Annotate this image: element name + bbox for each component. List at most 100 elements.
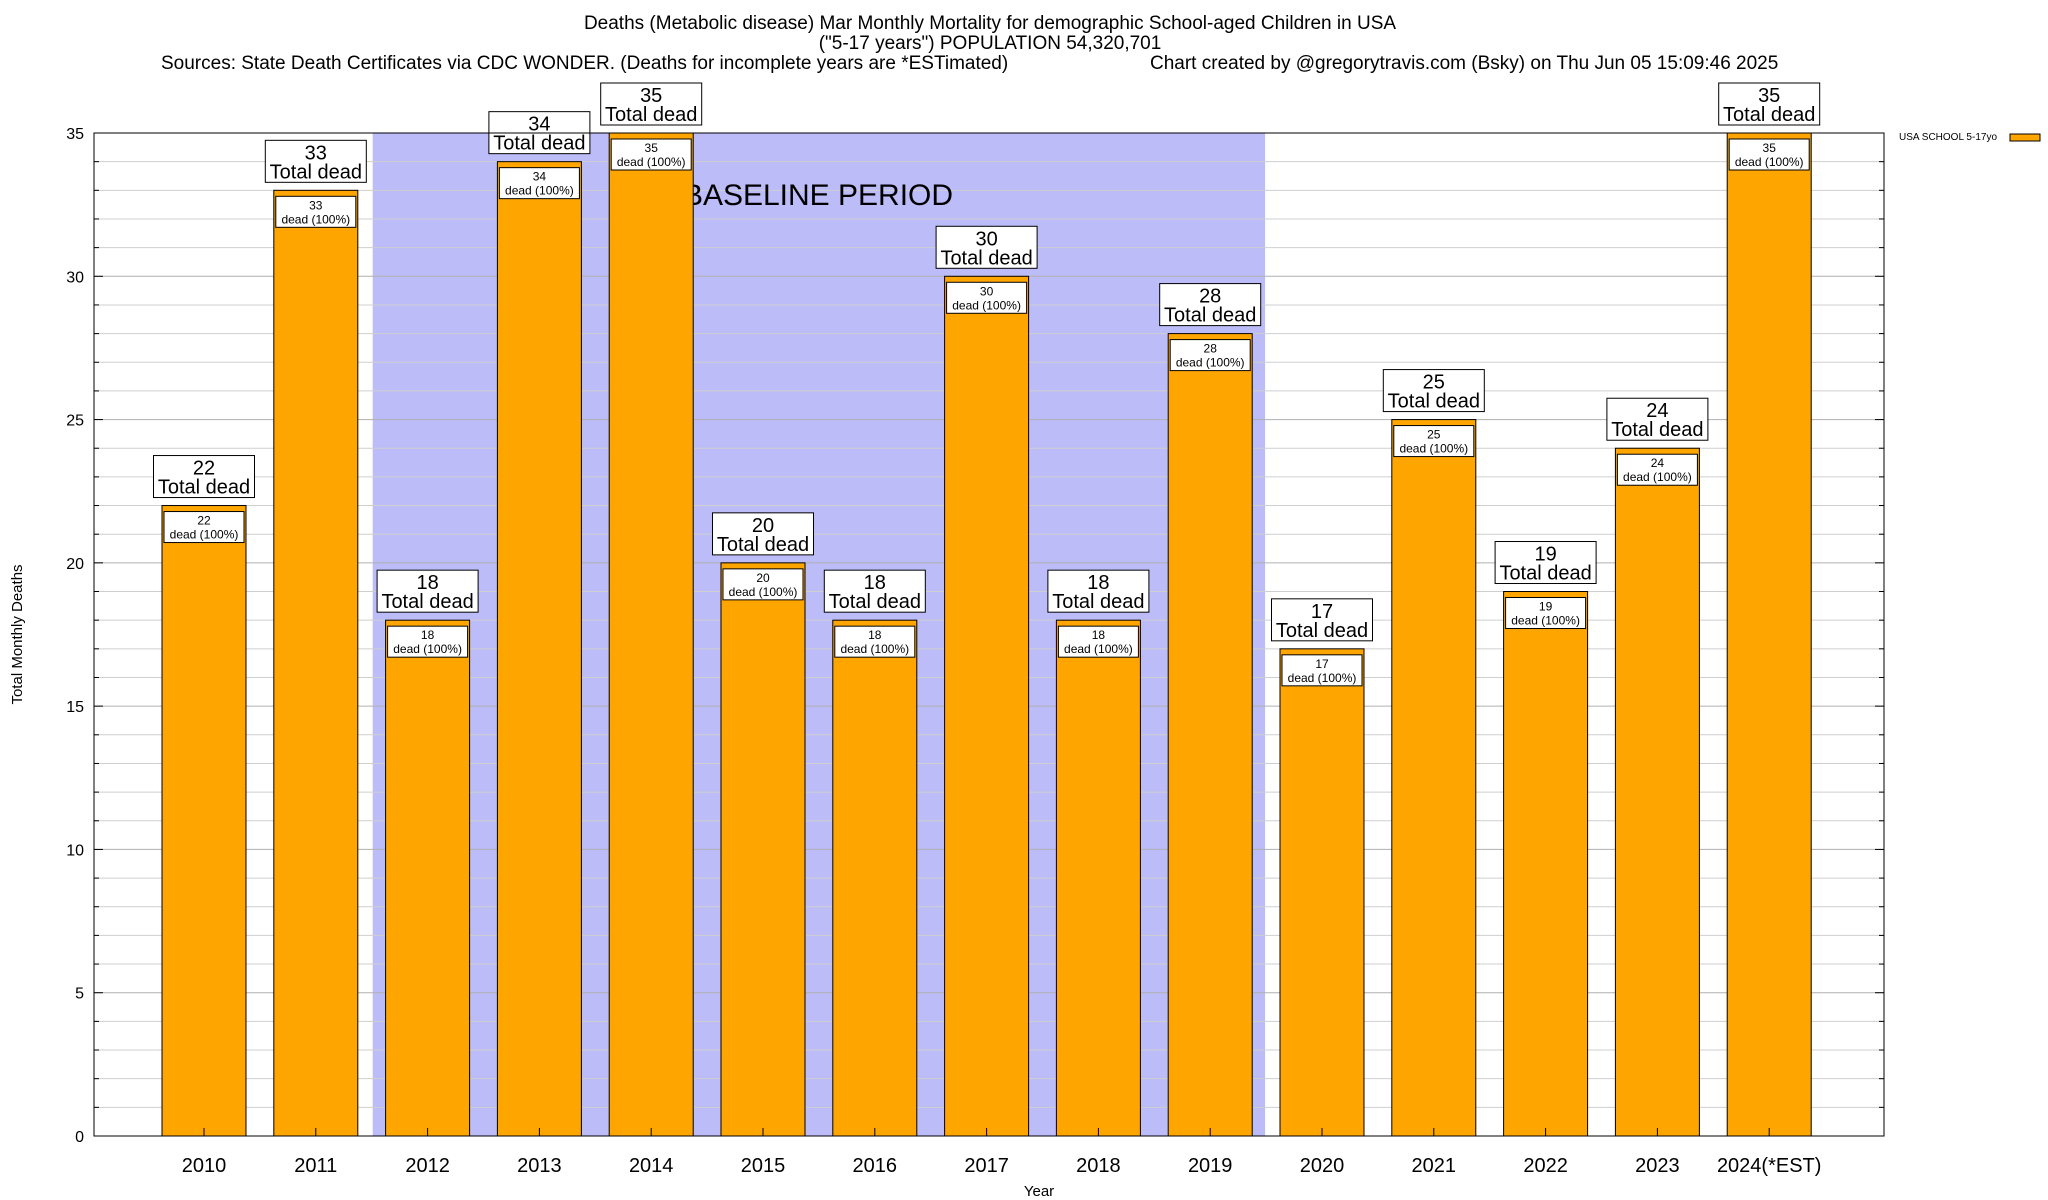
bar-total-label-box: [1494, 541, 1597, 585]
bar-total-label-box: [264, 139, 367, 183]
bar-total-label-box: [600, 82, 703, 126]
bar-total-label-box: [1159, 283, 1262, 327]
bar: [608, 132, 694, 1137]
x-tick-label: 2010: [182, 1155, 227, 1177]
x-tick-label: 2020: [1300, 1155, 1345, 1177]
y-tick-label: 30: [66, 269, 84, 286]
bar-total-label-box: [1047, 569, 1150, 613]
x-tick-label: 2018: [1076, 1155, 1121, 1177]
legend-swatch: [2009, 133, 2041, 142]
bar-inner-label: dead (100%): [1064, 642, 1133, 656]
bar-total-value: 30: [975, 228, 997, 250]
bar-total-label-box: [935, 225, 1038, 269]
bar-inner-label: dead (100%): [1623, 470, 1692, 484]
bar-total-value: 34: [528, 114, 550, 136]
y-tick-label: 0: [75, 1129, 84, 1146]
x-tick-label: 2013: [517, 1155, 562, 1177]
bar: [1055, 619, 1141, 1137]
bar-total-label: Total dead: [717, 534, 809, 556]
bar-total-label: Total dead: [1723, 104, 1815, 126]
bar-inner-label: dead (100%): [1176, 356, 1245, 370]
bar: [273, 189, 359, 1137]
x-tick-label: 2014: [629, 1155, 674, 1177]
bar-inner-label-box: [1728, 138, 1810, 171]
bar: [496, 161, 582, 1137]
bar: [720, 562, 806, 1137]
bar-inner-label-box: [1505, 597, 1587, 630]
bar-total-label-box: [712, 512, 814, 556]
bar-inner-label: dead (100%): [1735, 155, 1804, 169]
bar-total-label: Total dead: [270, 161, 362, 183]
bar-inner-label-box: [163, 511, 245, 544]
bar-inner-value: 28: [1204, 342, 1218, 356]
bar-total-label: Total dead: [1499, 563, 1591, 585]
bar-inner-label: dead (100%): [281, 212, 350, 226]
x-tick-label: 2016: [853, 1155, 898, 1177]
chart-title: Deaths (Metabolic disease) Mar Monthly M…: [583, 13, 1397, 34]
bar-total-value: 18: [416, 572, 438, 594]
bar-inner-label: dead (100%): [617, 155, 686, 169]
bar-total-label: Total dead: [1388, 391, 1480, 413]
y-tick-label: 15: [66, 699, 84, 716]
bar-total-value: 19: [1534, 544, 1556, 566]
chart-subtitle: ("5-17 years") POPULATION 54,320,701: [818, 33, 1162, 54]
bar-total-value: 18: [1087, 572, 1109, 594]
x-tick-label: 2019: [1188, 1155, 1233, 1177]
bar-total-value: 17: [1311, 601, 1333, 623]
bar-total-label-box: [1271, 598, 1373, 642]
bar-total-label-box: [823, 569, 926, 613]
bar-inner-label-box: [722, 568, 804, 601]
bar-inner-value: 35: [645, 141, 659, 155]
bar-total-label: Total dead: [1276, 620, 1368, 642]
bar-total-label: Total dead: [158, 477, 250, 499]
chart-credit: Chart created by @gregorytravis.com (Bsk…: [1150, 53, 1779, 74]
bar-inner-label-box: [834, 625, 916, 658]
bar-total-value: 24: [1646, 400, 1668, 422]
y-axis-label: Total Monthly Deaths: [9, 564, 26, 704]
bar: [832, 619, 918, 1137]
bar-total-label: Total dead: [381, 591, 473, 613]
bar: [161, 505, 247, 1137]
bar-inner-value: 25: [1427, 428, 1441, 442]
bar-inner-value: 30: [980, 284, 994, 298]
bar-inner-label: dead (100%): [1288, 671, 1357, 685]
bar: [1167, 333, 1253, 1137]
bar-total-value: 20: [752, 515, 774, 537]
x-tick-label: 2024(*EST): [1717, 1155, 1822, 1177]
bar-inner-label-box: [1393, 425, 1475, 458]
bar: [1279, 648, 1365, 1137]
bar: [944, 275, 1030, 1137]
bar: [1503, 591, 1589, 1137]
bar-total-value: 28: [1199, 286, 1221, 308]
x-axis-label: Year: [1024, 1183, 1054, 1200]
bar-total-label: Total dead: [605, 104, 697, 126]
bar-inner-label-box: [498, 167, 580, 200]
bar-total-value: 22: [193, 458, 215, 480]
bar-total-value: 33: [305, 142, 327, 164]
y-tick-label: 20: [66, 556, 84, 573]
bar-inner-value: 17: [1315, 657, 1329, 671]
x-tick-label: 2011: [294, 1155, 337, 1177]
x-tick-label: 2023: [1635, 1155, 1680, 1177]
bar-inner-value: 18: [1092, 628, 1106, 642]
bar-inner-label: dead (100%): [1511, 614, 1580, 628]
bar-inner-value: 24: [1651, 456, 1665, 470]
bar-inner-value: 18: [868, 628, 882, 642]
bar-inner-label-box: [275, 195, 357, 228]
x-tick-label: 2021: [1412, 1155, 1457, 1177]
bar-total-value: 35: [1758, 85, 1780, 107]
bar-inner-value: 20: [756, 571, 770, 585]
bar-total-value: 25: [1423, 372, 1445, 394]
bar-inner-label: dead (100%): [393, 642, 462, 656]
bar-total-label: Total dead: [829, 591, 921, 613]
bar-inner-label-box: [387, 625, 469, 658]
x-tick-label: 2022: [1523, 1155, 1568, 1177]
bar-inner-label: dead (100%): [952, 298, 1021, 312]
bar-inner-label-box: [946, 281, 1028, 314]
bar-inner-label-box: [1616, 453, 1698, 486]
bar-inner-label: dead (100%): [1399, 442, 1468, 456]
bar-inner-value: 18: [421, 628, 435, 642]
y-tick-label: 35: [66, 126, 84, 143]
bar-total-label-box: [153, 455, 255, 499]
bar: [385, 619, 471, 1137]
